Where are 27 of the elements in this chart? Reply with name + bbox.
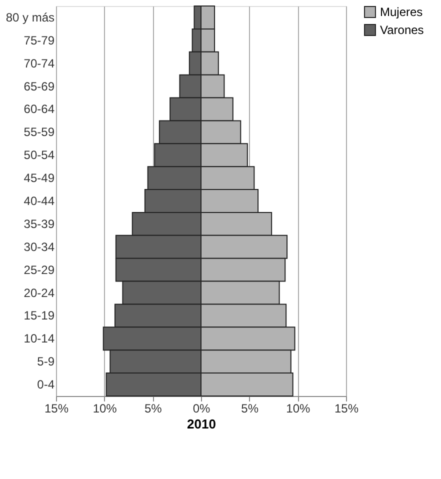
y-tick-label: 75-79 <box>24 33 55 48</box>
y-tick-label: 50-54 <box>24 148 55 162</box>
y-tick-label: 15-19 <box>24 308 55 323</box>
y-tick-label: 0-4 <box>37 378 55 392</box>
x-tick-label: 10% <box>92 402 118 416</box>
x-tick-label: 15% <box>334 402 359 416</box>
y-tick-label: 10-14 <box>24 332 55 346</box>
x-tick-label: 5% <box>144 402 162 416</box>
y-tick-label: 40-44 <box>24 194 55 208</box>
y-tick-label: 65-69 <box>24 79 55 94</box>
y-tick-label: 25-29 <box>24 262 55 277</box>
y-tick-label: 55-59 <box>24 125 55 140</box>
y-tick-label: 20-24 <box>24 286 55 300</box>
x-tick-label: 10% <box>286 402 310 416</box>
y-tick-label: 35-39 <box>24 216 55 231</box>
y-tick-label: 80 y más <box>6 10 54 24</box>
y-tick-label: 60-64 <box>24 102 55 116</box>
y-tick-label: 70-74 <box>24 56 55 70</box>
y-tick-label: 45-49 <box>24 171 55 186</box>
x-tick-label: 5% <box>241 402 259 416</box>
y-tick-label: 5-9 <box>37 354 55 369</box>
legend-label: Mujeres <box>380 5 423 19</box>
x-tick-label: 15% <box>44 402 69 416</box>
legend-label: Varones <box>380 23 424 37</box>
x-axis-title: 2010 <box>187 416 216 432</box>
y-tick-label: 30-34 <box>24 240 55 254</box>
x-tick-label: 0% <box>192 402 210 416</box>
